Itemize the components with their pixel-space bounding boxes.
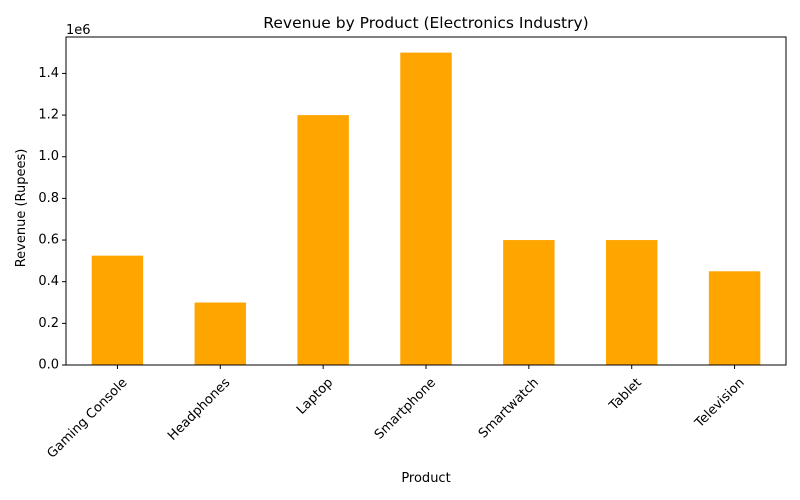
y-tick-label: 0.0	[38, 358, 59, 373]
bar-laptop	[297, 115, 349, 365]
x-axis-ticks: Gaming Console Headphones Laptop Smartphone…	[45, 365, 748, 461]
y-tick-label: 1.2	[38, 108, 59, 123]
x-axis-label: Product	[401, 471, 450, 486]
chart-title: Revenue by Product (Electronics Industry…	[263, 14, 588, 32]
x-tick-label: Smartphone	[372, 375, 439, 442]
bar-gaming-console	[91, 255, 144, 365]
y-tick-label: 0.2	[38, 316, 59, 331]
y-axis-offset-label: 1e6	[66, 23, 91, 38]
x-tick-label: Television	[692, 375, 748, 431]
bars-group	[91, 52, 761, 365]
y-tick-label: 0.6	[38, 233, 59, 248]
bar-headphones	[194, 302, 246, 365]
y-tick-label: 0.4	[38, 274, 59, 289]
x-tick-label: Headphones	[165, 375, 233, 443]
y-tick-label: 1.4	[38, 66, 59, 81]
y-axis-ticks: 0.0 0.2 0.4 0.6 0.8 1.0 1.2 1.4	[38, 66, 66, 373]
x-tick-label: Smartwatch	[476, 375, 542, 441]
bar-smartwatch	[503, 240, 555, 365]
y-axis-label: Revenue (Rupees)	[14, 149, 29, 268]
x-tick-label: Laptop	[294, 375, 336, 417]
bar-smartphone	[400, 52, 452, 365]
y-tick-label: 0.8	[38, 191, 59, 206]
plot-frame	[65, 36, 787, 366]
bar-television	[708, 271, 761, 365]
x-tick-label: Tablet	[606, 375, 645, 414]
bar-tablet	[606, 240, 658, 365]
x-tick-label: Gaming Console	[45, 375, 131, 461]
y-tick-label: 1.0	[38, 149, 59, 164]
